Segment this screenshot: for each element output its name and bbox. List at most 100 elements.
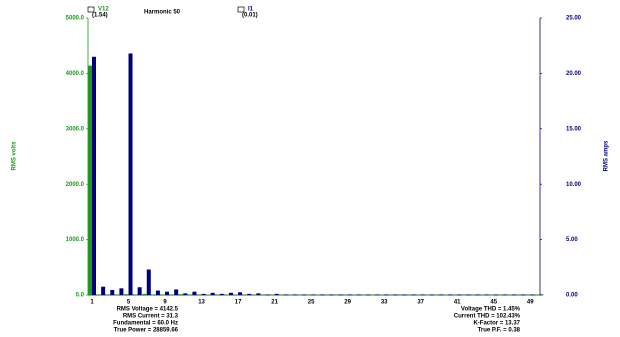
- bar: [384, 294, 389, 296]
- bar: [498, 294, 503, 296]
- bar: [361, 294, 366, 296]
- bar: [411, 294, 416, 296]
- y-tick-label: 1000.0: [66, 237, 85, 243]
- bar: [215, 294, 220, 296]
- bar: [206, 294, 211, 296]
- bar: [261, 294, 266, 296]
- bar: [265, 294, 270, 296]
- stat-text: RMS Current = 31.3: [123, 314, 179, 320]
- bar: [356, 294, 361, 296]
- bar: [398, 294, 403, 296]
- bar: [224, 294, 229, 296]
- bar: [325, 294, 330, 296]
- bar: [297, 294, 302, 296]
- bar: [444, 294, 449, 296]
- bar: [192, 291, 197, 295]
- x-tick-label: 25: [308, 300, 315, 306]
- bar: [311, 294, 316, 296]
- bar: [521, 294, 526, 296]
- stat-text: True P.F. = 0.38: [478, 328, 521, 334]
- x-tick-label: 5: [127, 300, 131, 306]
- bar: [407, 294, 412, 296]
- bar: [288, 294, 293, 296]
- x-tick-label: 1: [90, 300, 94, 306]
- y2-tick-label: 5.00: [566, 237, 578, 243]
- y-tick-label: 3000.0: [66, 126, 85, 132]
- bar: [539, 294, 544, 296]
- bar: [301, 294, 306, 296]
- bar: [389, 294, 394, 296]
- bar: [170, 294, 175, 296]
- bar: [380, 294, 385, 296]
- bar: [243, 294, 248, 296]
- x-tick-label: 9: [163, 300, 167, 306]
- stat-text: RMS Voltage = 4142.5: [117, 307, 179, 313]
- bar: [307, 294, 312, 296]
- bar: [174, 289, 179, 295]
- bar: [256, 293, 261, 295]
- bar: [371, 294, 376, 296]
- bar: [453, 294, 458, 296]
- bar: [334, 294, 339, 296]
- x-tick-label: 41: [454, 300, 461, 306]
- bar: [475, 294, 480, 296]
- y2-tick-label: 10.00: [566, 182, 582, 188]
- y-tick-label: 0.0: [76, 293, 85, 299]
- bar: [393, 294, 398, 296]
- legend-checkbox[interactable]: [87, 6, 95, 13]
- bar: [434, 294, 439, 296]
- bar: [188, 294, 193, 296]
- stat-text: Current THD = 102.43%: [454, 314, 521, 320]
- x-tick-label: 33: [381, 300, 388, 306]
- bar: [247, 293, 252, 295]
- bar: [480, 294, 485, 296]
- bar: [133, 294, 138, 296]
- x-tick-label: 49: [527, 300, 534, 306]
- harmonic-label: Harmonic 50: [144, 10, 181, 16]
- legend-value: (0.01): [242, 13, 258, 19]
- bar: [402, 294, 407, 296]
- bar: [416, 294, 421, 296]
- bar: [292, 294, 297, 296]
- bar: [352, 294, 357, 296]
- bar: [228, 292, 233, 295]
- stat-text: True Power = 28859.66: [114, 328, 179, 334]
- bar: [128, 53, 133, 296]
- x-tick-label: 45: [490, 300, 497, 306]
- bar: [466, 294, 471, 296]
- bar: [124, 294, 129, 295]
- y2-tick-label: 15.00: [566, 126, 582, 132]
- bar: [97, 294, 102, 296]
- bar: [155, 290, 160, 295]
- bar: [329, 294, 334, 296]
- bar: [365, 294, 370, 296]
- legend-label: V12: [98, 7, 109, 13]
- bar: [270, 294, 275, 296]
- x-tick-label: 29: [344, 300, 351, 306]
- bar: [146, 269, 151, 295]
- bar: [438, 294, 443, 296]
- y2-tick-label: 0.00: [566, 293, 578, 299]
- y2-axis-title: RMS amps: [604, 140, 610, 171]
- bar: [210, 292, 215, 295]
- bar: [101, 286, 106, 295]
- bar: [462, 294, 467, 296]
- bar: [110, 290, 115, 295]
- bar: [92, 56, 96, 295]
- y2-tick-label: 20.00: [566, 71, 582, 77]
- bar: [375, 294, 380, 296]
- bar: [320, 294, 325, 296]
- bar: [471, 294, 476, 296]
- bar: [530, 294, 535, 296]
- bar: [183, 293, 188, 295]
- stat-text: K-Factor = 13.37: [473, 321, 520, 327]
- bar: [106, 294, 111, 296]
- bar: [279, 294, 284, 296]
- bar: [234, 294, 239, 296]
- bar: [201, 293, 206, 295]
- legend-checkbox[interactable]: [237, 6, 245, 13]
- bar: [197, 294, 202, 296]
- x-tick-label: 21: [271, 300, 278, 306]
- bar: [343, 294, 348, 296]
